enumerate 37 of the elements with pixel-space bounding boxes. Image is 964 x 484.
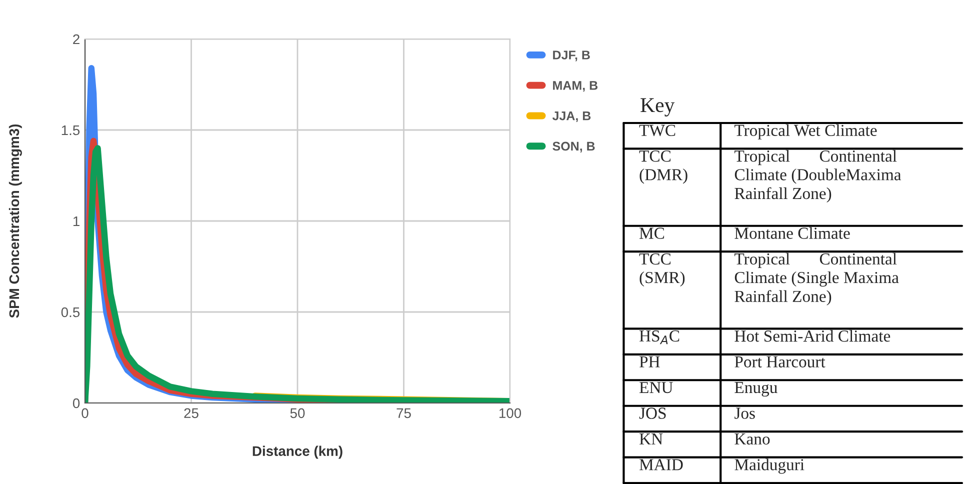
text: Hot Semi-Arid Climate (734, 330, 890, 342)
text: Kano (734, 434, 770, 445)
text: HS$_{A}$C (639, 330, 680, 344)
x-tick-label: 0 (82, 408, 88, 418)
text: Tropical Continental Climate (Single Maxima Rainfall Zone) (734, 252, 899, 306)
y-tick-label: 2 (73, 34, 80, 44)
text: MAID (639, 459, 683, 470)
text: Key (640, 98, 675, 116)
text: PH (639, 356, 660, 368)
x-tick-label: 50 (290, 408, 305, 418)
text: ENU (639, 382, 673, 394)
legend-label: JJA, B (552, 112, 591, 122)
text: Jos (734, 408, 755, 419)
text: Enugu (734, 382, 778, 397)
y-axis-title: SPM Concentration (mmgm3) (8, 124, 22, 318)
text: Maiduguri (734, 458, 804, 474)
y-tick-label: 0 (72, 398, 80, 408)
legend-label: MAM, B (553, 81, 598, 92)
legend-label: DJF, B (553, 50, 590, 62)
legend-label: SON, B (552, 142, 595, 152)
text: Tropical Wet Climate (734, 124, 877, 140)
x-tick-label: 25 (184, 408, 198, 418)
x-tick-label: 75 (396, 408, 411, 418)
y-tick-label: 1 (73, 216, 80, 226)
x-axis-title: Distance (km) (252, 446, 342, 459)
text: TCC (SMR) (639, 253, 685, 287)
text: Port Harcourt (734, 356, 826, 368)
text: TWC (639, 124, 676, 136)
y-tick-label: 0.5 (61, 307, 80, 318)
y-tick-label: 1.5 (62, 125, 80, 136)
text: Montane Climate (734, 227, 850, 239)
x-tick-label: 100 (499, 408, 522, 418)
text: TCC (DMR) (639, 150, 688, 184)
text: MC (639, 228, 664, 239)
text: Tropical Continental Climate (DoubleMaxima Rainfall Zone) (734, 150, 902, 203)
text: KN (639, 434, 663, 444)
text: JOS (639, 408, 666, 419)
